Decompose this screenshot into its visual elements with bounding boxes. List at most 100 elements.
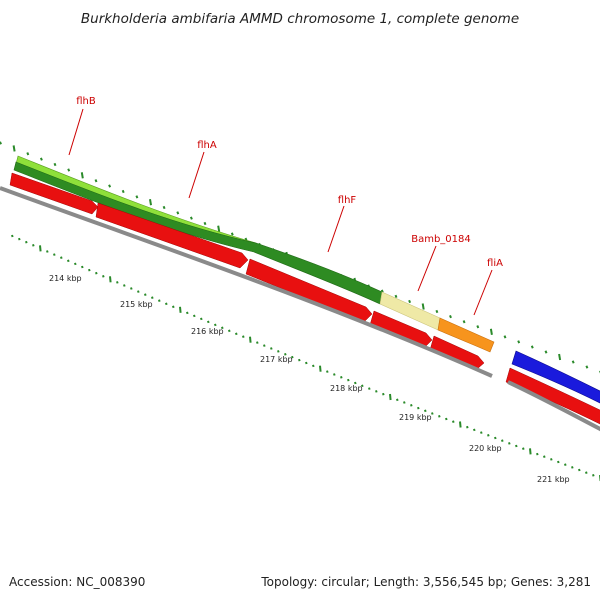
inner-tick (508, 442, 511, 445)
outer-tick (544, 350, 548, 354)
kbp-label: 221 kbp (537, 475, 570, 484)
leader-line-flhB (68, 108, 84, 156)
cds-arrow-4[interactable] (369, 310, 433, 349)
kbp-label: 220 kbp (469, 444, 502, 453)
outer-tick (230, 232, 234, 236)
leader-line-flhF (327, 205, 345, 253)
inner-tick (305, 361, 308, 365)
inner-tick (487, 434, 490, 437)
inner-tick (396, 398, 399, 402)
inner-tick (466, 425, 469, 429)
inner-tick (25, 240, 28, 244)
outer-tick (435, 309, 439, 314)
inner-tick (263, 344, 266, 347)
chromosome-backbone-2 (507, 380, 600, 432)
gene-label-flhF[interactable]: flhF (338, 195, 357, 206)
gene-label-fliA[interactable]: fliA (487, 258, 503, 269)
cds-arrow-2[interactable] (95, 202, 249, 269)
inner-tick (361, 384, 364, 388)
inner-tick (186, 311, 189, 315)
outer-tick (53, 162, 57, 167)
inner-tick (452, 420, 455, 423)
inner-tick (550, 458, 553, 461)
inner-tick (39, 245, 42, 252)
inner-tick (389, 393, 392, 401)
inner-tick (522, 447, 525, 450)
inner-tick (375, 390, 378, 393)
inner-tick (585, 471, 588, 474)
inner-tick (18, 237, 21, 241)
inner-tick (81, 265, 84, 269)
inner-tick (228, 329, 231, 333)
outer-tick (476, 325, 480, 329)
topology-text: Topology: circular; Length: 3,556,545 bp… (260, 575, 591, 589)
inner-tick (340, 376, 343, 379)
inner-tick (277, 350, 280, 353)
outer-tick (503, 335, 507, 339)
leader-line-flhA (188, 151, 205, 199)
outer-tick (80, 172, 84, 179)
gene-label-flhA[interactable]: flhA (197, 140, 217, 151)
kbp-label: 219 kbp (399, 413, 432, 422)
inner-tick (256, 341, 259, 344)
outer-tick (462, 320, 466, 324)
cds-track (9, 172, 600, 425)
inner-tick (284, 353, 287, 356)
inner-tick (158, 299, 161, 302)
inner-tick (564, 463, 567, 466)
inner-tick (473, 428, 476, 432)
gene-labels: flhB flhA flhF Bamb_0184 fliA (68, 96, 503, 316)
outer-tick (585, 365, 589, 369)
inner-tick (214, 323, 217, 327)
gene-band-fliA[interactable] (437, 317, 495, 353)
gene-label-bamb0184[interactable]: Bamb_0184 (411, 234, 471, 245)
map-title: Burkholderia ambifaria AMMD chromosome 1… (81, 11, 519, 27)
outer-tick (12, 145, 16, 152)
inner-tick (291, 355, 294, 359)
inner-tick (403, 401, 406, 404)
kbp-label: 216 kbp (191, 327, 224, 336)
outer-tick (517, 340, 521, 344)
inner-tick (592, 474, 595, 477)
inner-tick (354, 381, 357, 385)
inner-tick (424, 409, 427, 413)
inner-tick (312, 364, 315, 368)
outer-tick (176, 211, 180, 215)
inner-tick (417, 406, 420, 410)
inner-tick (151, 296, 154, 299)
inner-tick (571, 466, 574, 469)
inner-tick (270, 347, 273, 350)
gene-label-flhB[interactable]: flhB (76, 96, 96, 107)
outer-tick-row (0, 141, 600, 374)
inner-tick (431, 412, 434, 415)
outer-tick (26, 152, 30, 156)
inner-tick (333, 373, 336, 376)
gene-band-blue[interactable] (511, 350, 600, 404)
cds-arrow-1[interactable] (9, 172, 99, 215)
inner-tick (347, 378, 350, 382)
inner-tick (172, 305, 175, 309)
cds-arrow-3[interactable] (245, 258, 373, 323)
inner-tick (543, 455, 546, 458)
outer-tick (108, 184, 112, 188)
inner-tick (494, 436, 497, 440)
outer-tick (449, 315, 452, 319)
outer-tick (39, 157, 43, 161)
outer-tick (558, 353, 562, 361)
inner-tick (102, 275, 105, 278)
inner-tick (249, 336, 252, 343)
inner-tick (529, 448, 532, 455)
inner-tick (480, 431, 483, 434)
outer-tick (421, 303, 425, 310)
inner-tick (88, 268, 91, 272)
inner-tick (459, 421, 462, 428)
outer-tick (217, 225, 221, 232)
inner-tick (207, 320, 210, 324)
inner-tick (116, 281, 119, 284)
inner-tick (515, 444, 518, 448)
kbp-scale: 214 kbp 215 kbp 216 kbp 217 kbp 218 kbp … (49, 274, 570, 484)
inner-tick (67, 259, 70, 263)
inner-tick (74, 262, 77, 266)
outer-tick (203, 221, 207, 226)
